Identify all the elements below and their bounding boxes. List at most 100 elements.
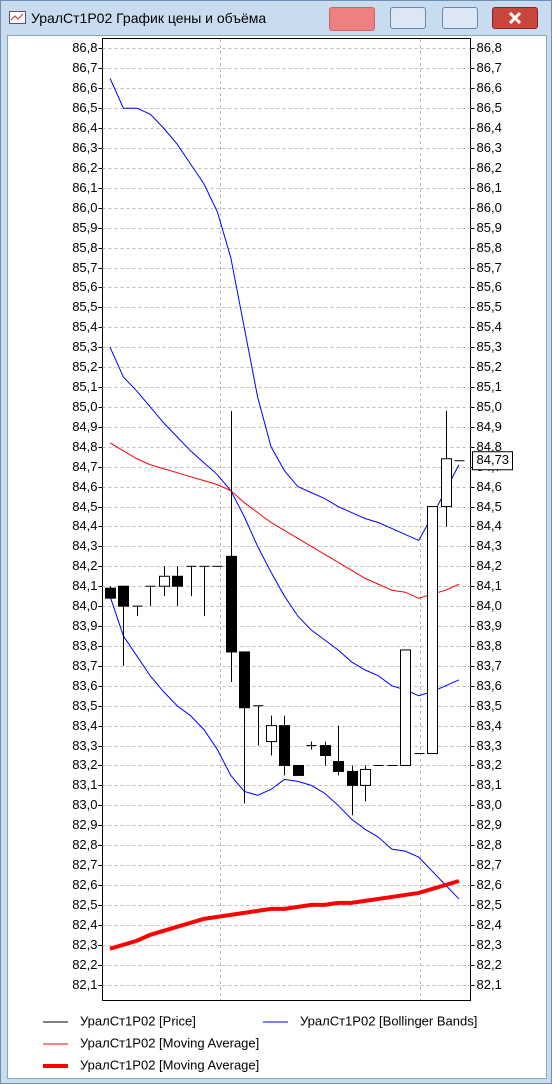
- y-tick-label: 83,0: [477, 797, 502, 812]
- y-tick-label: 83,1: [72, 777, 97, 792]
- y-tick-label: 84,5: [477, 499, 502, 514]
- y-tick-label: 86,4: [72, 120, 97, 135]
- y-tick-label: 86,4: [477, 120, 502, 135]
- y-tick-label: 85,9: [477, 220, 502, 235]
- y-tick-label: 86,6: [477, 80, 502, 95]
- y-tick-label: 85,5: [72, 299, 97, 314]
- y-tick-label: 86,0: [72, 200, 97, 215]
- legend-label: УралСт1P02 [Price]: [80, 1013, 196, 1028]
- y-tick-label: 85,1: [72, 379, 97, 394]
- y-tick-label: 84,6: [72, 479, 97, 494]
- y-tick-label: 84,4: [477, 518, 502, 533]
- y-tick-label: 83,5: [477, 698, 502, 713]
- y-tick-label: 83,8: [477, 638, 502, 653]
- app-icon: [9, 11, 26, 24]
- y-tick-label: 82,7: [477, 857, 502, 872]
- y-tick-label: 85,6: [477, 279, 502, 294]
- y-tick-label: 86,5: [72, 100, 97, 115]
- last-price-box: [472, 451, 513, 471]
- candle-body: [400, 649, 411, 766]
- y-tick-label: 84,2: [72, 558, 97, 573]
- candle-body: [427, 506, 438, 755]
- y-tick-label: 84,6: [477, 479, 502, 494]
- y-tick-label: 84,0: [72, 598, 97, 613]
- y-tick-label: 82,3: [477, 937, 502, 952]
- y-tick-label: 85,7: [477, 260, 502, 275]
- y-tick-label: 86,1: [72, 180, 97, 195]
- y-tick-label: 82,7: [72, 857, 97, 872]
- y-tick-label: 85,6: [72, 279, 97, 294]
- y-tick-label: 86,8: [72, 40, 97, 55]
- y-tick-label: 83,0: [72, 797, 97, 812]
- y-tick-label: 82,6: [72, 877, 97, 892]
- last-price-label: 84,73: [477, 452, 510, 467]
- y-tick-label: 84,9: [477, 419, 502, 434]
- y-tick-label: 82,9: [477, 817, 502, 832]
- y-tick-label: 84,8: [72, 439, 97, 454]
- y-tick-label: 86,7: [72, 60, 97, 75]
- y-tick-label: 82,8: [477, 837, 502, 852]
- y-tick-label: 82,8: [72, 837, 97, 852]
- y-tick-label: 85,5: [477, 299, 502, 314]
- y-tick-label: 83,4: [477, 718, 502, 733]
- y-tick-label: 85,7: [72, 260, 97, 275]
- y-tick-label: 84,1: [477, 578, 502, 593]
- y-tick-label: 83,1: [477, 777, 502, 792]
- moving-average-line: [109, 879, 460, 951]
- candle-body: [279, 725, 290, 766]
- candle-body: [118, 585, 129, 607]
- bollinger-line: [109, 347, 460, 697]
- y-tick-label: 84,2: [477, 558, 502, 573]
- y-tick-label: 84,3: [477, 538, 502, 553]
- y-tick-label: 83,9: [72, 618, 97, 633]
- y-tick-label: 86,7: [477, 60, 502, 75]
- candle-body: [360, 768, 371, 786]
- y-tick-label: 82,5: [72, 897, 97, 912]
- minimize-button[interactable]: [390, 7, 426, 29]
- y-tick-label: 86,6: [72, 80, 97, 95]
- y-tick-label: 82,9: [72, 817, 97, 832]
- y-tick-label: 83,3: [477, 738, 502, 753]
- y-tick-label: 85,3: [477, 339, 502, 354]
- candle-body: [293, 764, 304, 776]
- legend-label: УралСт1P02 [Bollinger Bands]: [300, 1013, 477, 1028]
- y-tick-label: 86,8: [477, 40, 502, 55]
- y-tick-label: 83,8: [72, 638, 97, 653]
- y-tick-label: 82,4: [477, 917, 502, 932]
- y-tick-label: 83,2: [72, 757, 97, 772]
- y-tick-label: 86,0: [477, 200, 502, 215]
- y-tick-label: 84,8: [477, 439, 502, 454]
- plot-frame: [102, 38, 471, 1001]
- bollinger-line: [109, 78, 460, 542]
- legend-label: УралСт1P02 [Moving Average]: [80, 1035, 259, 1050]
- y-tick-label: 86,2: [477, 160, 502, 175]
- y-tick-label: 84,5: [72, 499, 97, 514]
- y-tick-label: 85,9: [72, 220, 97, 235]
- y-tick-label: 84,1: [72, 578, 97, 593]
- legend-label: УралСт1P02 [Moving Average]: [80, 1057, 259, 1072]
- y-tick-label: 82,6: [477, 877, 502, 892]
- y-tick-label: 85,0: [477, 399, 502, 414]
- close-button[interactable]: [492, 7, 538, 29]
- candle-body: [266, 725, 277, 743]
- y-tick-label: 82,1: [477, 977, 502, 992]
- candle-body: [320, 745, 331, 757]
- y-tick-label: 86,2: [72, 160, 97, 175]
- link-button[interactable]: [329, 7, 375, 31]
- maximize-button[interactable]: [442, 7, 478, 29]
- candle-body: [347, 770, 358, 786]
- y-tick-label: 83,7: [477, 658, 502, 673]
- title-bar: УралСт1P02 График цены и объёма: [1, 1, 551, 35]
- y-tick-label: 85,8: [72, 240, 97, 255]
- y-tick-label: 84,4: [72, 518, 97, 533]
- y-tick-label: 82,2: [72, 957, 97, 972]
- y-tick-label: 85,0: [72, 399, 97, 414]
- y-tick-label: 82,1: [72, 977, 97, 992]
- y-tick-label: 86,3: [72, 140, 97, 155]
- y-tick-label: 83,7: [72, 658, 97, 673]
- close-icon: [508, 11, 522, 25]
- y-tick-label: 85,8: [477, 240, 502, 255]
- candle-body: [105, 587, 116, 599]
- y-tick-label: 84,3: [72, 538, 97, 553]
- candle-body: [333, 760, 344, 772]
